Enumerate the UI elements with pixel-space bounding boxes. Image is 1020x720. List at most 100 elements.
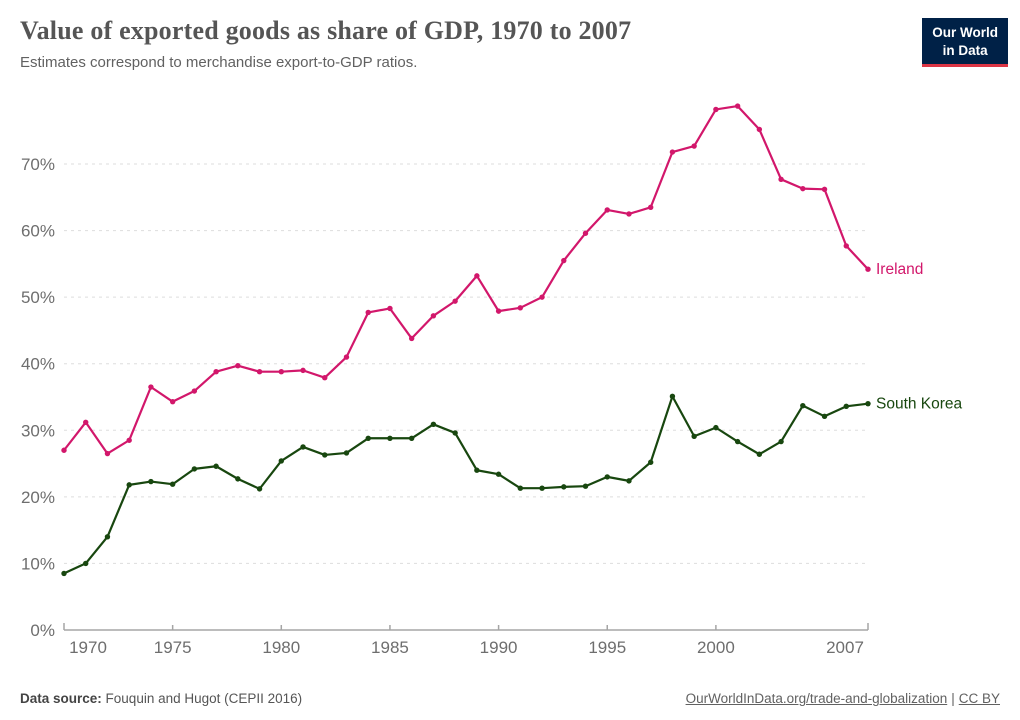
license-link[interactable]: CC BY: [958, 691, 1000, 706]
data-point: [322, 452, 328, 458]
data-point: [669, 149, 676, 155]
data-point: [474, 467, 480, 473]
data-point: [126, 482, 132, 488]
y-tick-label: 20%: [21, 488, 55, 507]
series-label: Ireland: [876, 261, 923, 278]
data-point: [734, 103, 741, 109]
y-tick-label: 40%: [21, 355, 55, 374]
page-title: Value of exported goods as share of GDP,…: [20, 16, 632, 45]
y-tick-label: 10%: [21, 554, 55, 573]
footer-separator: |: [951, 691, 955, 706]
data-point: [61, 447, 67, 453]
series-label: South Korea: [876, 396, 963, 413]
data-point: [821, 413, 828, 420]
logo-line-1: Our World: [932, 25, 998, 40]
data-point: [539, 485, 545, 491]
data-point: [474, 273, 480, 279]
data-point: [83, 560, 89, 567]
data-point: [669, 393, 676, 400]
data-point: [408, 335, 415, 342]
data-point: [561, 257, 567, 264]
x-tick-label: 2007: [826, 638, 864, 657]
data-point: [235, 476, 241, 482]
data-point: [604, 474, 610, 480]
owid-logo[interactable]: Our World in Data: [922, 18, 1008, 68]
data-point: [800, 402, 806, 409]
data-point: [430, 313, 437, 319]
data-point: [843, 403, 849, 410]
data-point: [452, 430, 458, 436]
owid-url-link[interactable]: OurWorldInData.org/trade-and-globalizati…: [685, 691, 948, 706]
data-point: [582, 483, 589, 489]
data-point: [126, 437, 132, 443]
chart-footer: Data source: Fouquin and Hugot (CEPII 20…: [20, 691, 1000, 706]
data-point: [61, 570, 67, 577]
data-point: [235, 363, 241, 369]
data-point: [343, 450, 350, 456]
x-tick-label: 1980: [262, 638, 300, 657]
data-point: [517, 485, 524, 491]
data-point: [691, 143, 697, 149]
data-point: [256, 369, 263, 375]
data-point: [539, 294, 545, 300]
data-point: [495, 308, 502, 314]
data-point: [626, 211, 632, 217]
data-point: [278, 369, 284, 375]
y-tick-label: 0%: [30, 621, 55, 640]
data-point: [191, 466, 198, 472]
data-source: Data source: Fouquin and Hugot (CEPII 20…: [20, 691, 302, 706]
data-point: [865, 400, 871, 407]
data-point: [821, 186, 828, 193]
chart-header: Value of exported goods as share of GDP,…: [20, 16, 1008, 71]
data-point: [256, 486, 263, 492]
data-point: [778, 176, 784, 183]
data-point: [561, 484, 567, 490]
data-point: [713, 106, 719, 113]
data-point: [713, 424, 719, 431]
data-point: [83, 419, 89, 426]
data-point: [430, 421, 437, 427]
data-point: [408, 435, 415, 441]
data-point: [756, 126, 763, 133]
data-point: [691, 433, 697, 439]
logo-line-2: in Data: [942, 42, 988, 58]
data-point: [734, 438, 741, 445]
series-line: [63, 104, 869, 455]
data-point: [517, 305, 524, 311]
footer-links: OurWorldInData.org/trade-and-globalizati…: [686, 691, 1000, 706]
data-source-value: Fouquin and Hugot (CEPII 2016): [105, 691, 303, 706]
data-point: [343, 354, 350, 360]
y-tick-label: 50%: [21, 288, 55, 307]
data-point: [582, 230, 589, 236]
x-tick-label: 1985: [371, 638, 409, 657]
data-point: [648, 204, 654, 210]
data-point: [626, 478, 632, 484]
data-point: [104, 534, 111, 540]
y-tick-label: 70%: [21, 155, 55, 174]
x-tick-label: 1995: [588, 638, 626, 657]
data-point: [756, 451, 763, 457]
data-point: [322, 374, 328, 381]
data-point: [213, 369, 219, 375]
data-point: [495, 471, 502, 477]
data-point: [300, 367, 306, 374]
data-source-label: Data source:: [20, 691, 102, 706]
data-point: [387, 435, 393, 441]
series-line: [63, 395, 869, 575]
x-tick-label: 1990: [480, 638, 518, 657]
data-point: [452, 298, 458, 304]
data-point: [104, 450, 111, 457]
data-point: [648, 459, 654, 465]
page-subtitle: Estimates correspond to merchandise expo…: [20, 54, 418, 71]
x-tick-label: 1975: [154, 638, 192, 657]
data-point: [169, 398, 176, 405]
data-point: [191, 388, 198, 394]
data-point: [800, 185, 806, 192]
x-tick-label: 2000: [697, 638, 735, 657]
data-point: [365, 435, 371, 441]
data-point: [865, 266, 871, 272]
x-tick-label: 1970: [69, 638, 107, 657]
data-point: [148, 478, 154, 485]
data-point: [148, 384, 154, 390]
data-point: [778, 438, 784, 445]
